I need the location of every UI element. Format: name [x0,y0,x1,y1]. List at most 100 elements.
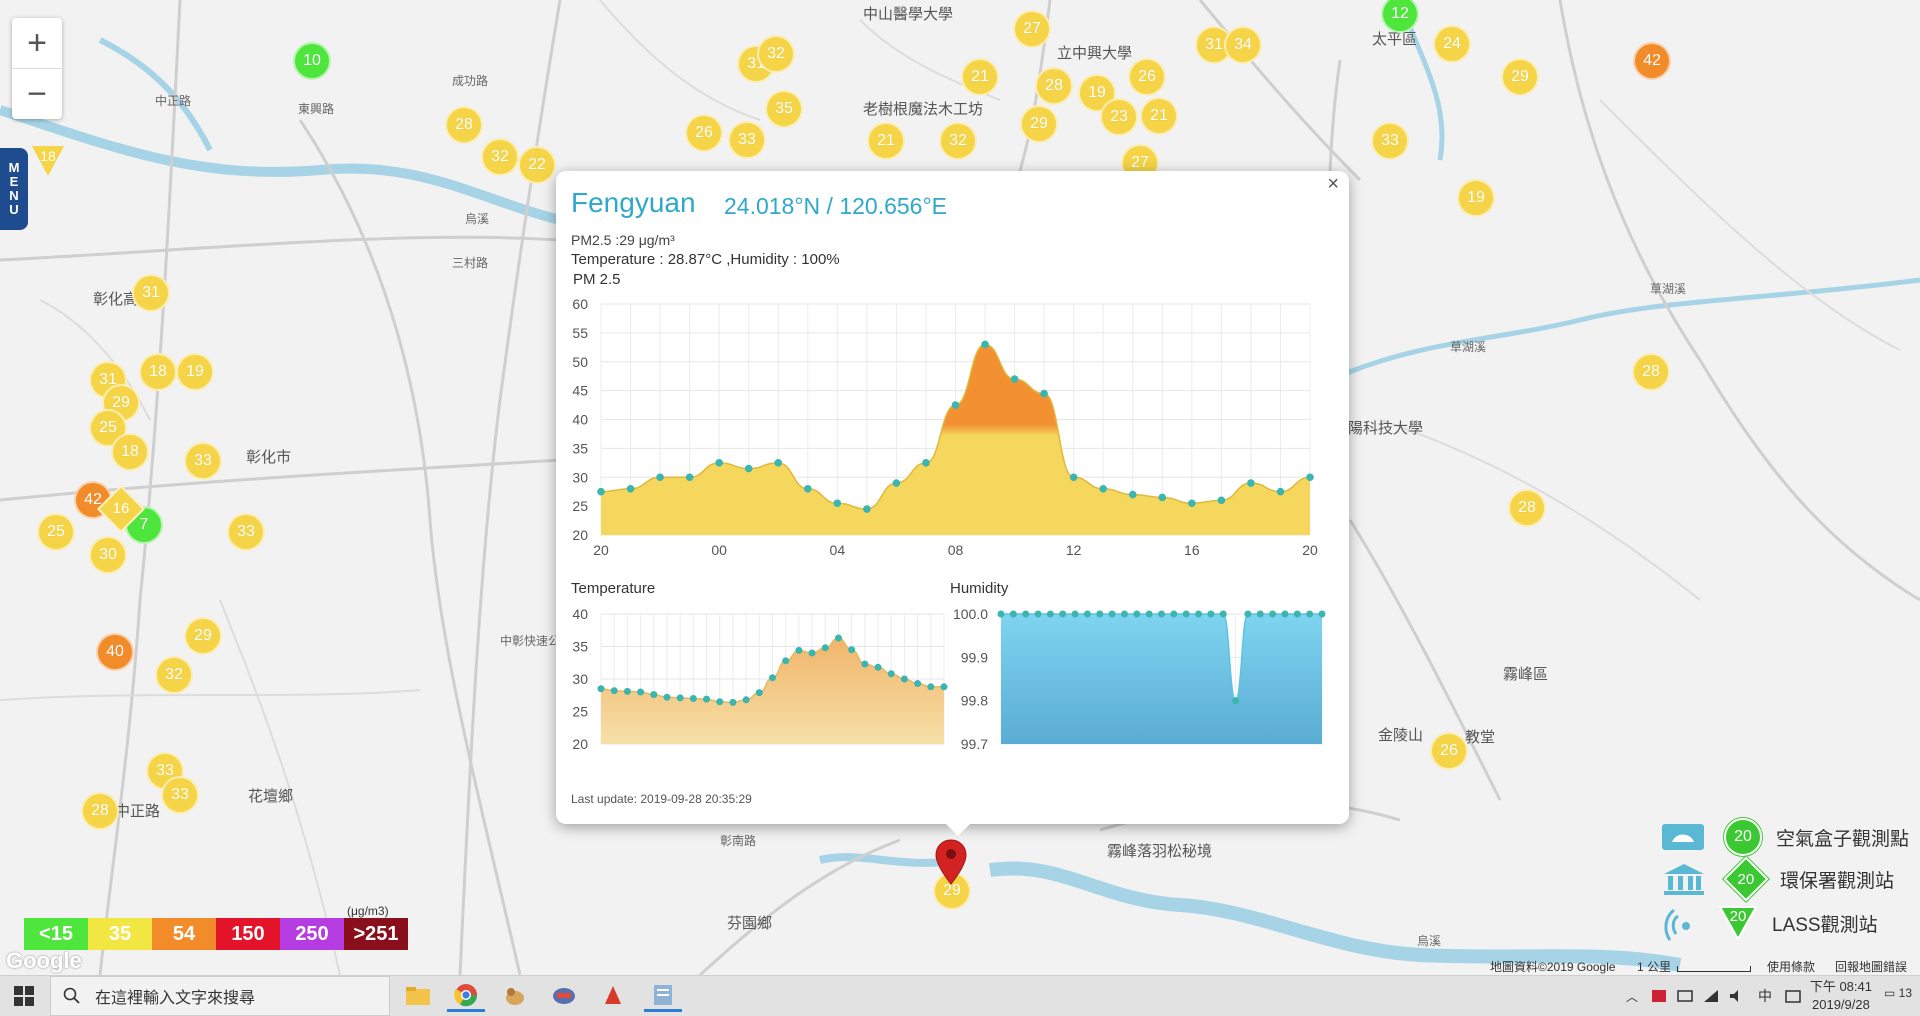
airbox-marker[interactable]: 33 [161,776,199,814]
data-point [1188,499,1196,508]
chevron-up-icon[interactable]: ︿ [1626,989,1639,1004]
station-info-popup: × Fengyuan 24.018°N / 120.656°E PM2.5 :2… [556,171,1349,824]
data-point [1120,610,1128,618]
menu-tab-button[interactable]: M E N U [0,148,28,230]
zoom-in-button[interactable]: + [12,18,62,69]
data-point [1108,610,1116,618]
map-road-label: 草湖溪 [1450,340,1487,354]
airbox-marker[interactable]: 31 [132,274,170,312]
airbox-marker[interactable]: 19 [176,353,214,391]
data-point [874,663,882,671]
airbox-marker[interactable]: 40 [96,633,134,671]
x-tick-label: 12 [1066,542,1082,558]
airbox-marker[interactable]: 26 [1128,58,1166,96]
airbox-marker[interactable]: 29 [184,617,222,655]
y-tick-label: 30 [572,469,588,485]
zoom-out-button[interactable]: − [27,74,47,113]
app-icon-document[interactable] [644,980,682,1012]
data-point [742,696,750,704]
data-point [1145,610,1153,618]
report-map-error-link[interactable]: 回報地圖錯誤 [1835,960,1908,974]
app-icon-drawing[interactable] [545,980,583,1012]
airbox-marker[interactable]: 42 [1633,42,1671,80]
map-place-label: 彰化市 [246,449,292,466]
airbox-marker[interactable]: 12 [1381,0,1419,33]
data-point [981,340,989,349]
lass-station-marker[interactable]: 18 [32,146,64,176]
airbox-marker[interactable]: 29 [1501,58,1539,96]
y-tick-label: 20 [572,736,588,752]
airbox-marker[interactable]: 27 [1013,10,1051,48]
airbox-marker[interactable]: 24 [1433,25,1471,63]
airbox-marker[interactable]: 32 [939,122,977,160]
app-icon-bird[interactable] [496,980,534,1012]
taskbar-search-box[interactable]: 在這裡輸入文字來搜尋 [50,976,390,1016]
pm25-chart-title: PM 2.5 [573,271,621,288]
airbox-marker[interactable]: 21 [1140,97,1178,135]
y-tick-label: 20 [572,527,588,543]
airbox-marker[interactable]: 26 [685,114,723,152]
popup-pointer [944,822,972,836]
system-clock[interactable]: 下午 08:41 2019/9/28 [1810,978,1872,1014]
map-road-label: 中正路 [155,94,192,108]
notification-button[interactable]: ▭ 13 [1884,986,1912,1000]
windows-start-button[interactable] [0,976,48,1016]
app-icon-sketchup[interactable] [594,980,632,1012]
airbox-marker[interactable]: 33 [184,442,222,480]
airbox-marker[interactable]: 21 [867,122,905,160]
series-line [1001,613,1322,702]
close-popup-button[interactable]: × [1327,173,1339,195]
clock-date: 2019/9/28 [1812,997,1870,1012]
data-point [656,473,664,482]
airbox-marker[interactable]: 23 [1100,98,1138,136]
data-point [940,683,948,691]
airbox-marker[interactable]: 18 [139,353,177,391]
shield-warning-icon[interactable] [1650,988,1668,1004]
keyboard-icon[interactable] [1784,988,1802,1004]
airbox-marker[interactable]: 35 [765,90,803,128]
taskbar-search-placeholder: 在這裡輸入文字來搜尋 [95,990,256,1007]
terms-link[interactable]: 使用條款 [1767,960,1816,974]
airbox-marker[interactable]: 33 [227,513,265,551]
map-road-label: 彰南路 [720,834,757,848]
volume-icon[interactable] [1728,988,1746,1004]
airbox-marker[interactable]: 28 [1508,489,1546,527]
ime-indicator[interactable]: 中 [1758,988,1773,1004]
airbox-marker[interactable]: 29 [1020,105,1058,143]
airbox-marker[interactable]: 25 [37,513,75,551]
airbox-marker[interactable]: 19 [1457,179,1495,217]
airbox-marker[interactable]: 33 [1371,122,1409,160]
file-explorer-icon[interactable] [399,980,437,1012]
map-road-label: 烏溪 [1417,934,1442,948]
windows-logo-icon [14,986,34,1006]
lass-legend-label: LASS觀測站 [1772,914,1878,936]
airbox-marker[interactable]: 32 [757,35,795,73]
airbox-marker[interactable]: 32 [155,656,193,694]
airbox-marker[interactable]: 28 [81,792,119,830]
data-point [744,464,753,473]
airbox-marker[interactable]: 28 [1632,353,1670,391]
airbox-marker[interactable]: 34 [1224,26,1262,64]
selected-location-pin-icon[interactable] [934,838,968,888]
airbox-marker[interactable]: 18 [111,433,149,471]
airbox-marker[interactable]: 22 [518,146,556,184]
data-point [1069,473,1078,482]
airbox-marker[interactable]: 30 [89,536,127,574]
x-tick-label: 04 [830,542,846,558]
airbox-marker[interactable]: 28 [445,106,483,144]
airbox-marker[interactable]: 10 [293,42,331,80]
airbox-marker[interactable]: 26 [1430,732,1468,770]
search-icon [63,987,80,1004]
data-point [1083,610,1091,618]
network-icon[interactable] [1702,988,1720,1004]
airbox-marker[interactable]: 28 [1035,67,1073,105]
airbox-marker[interactable]: 21 [961,58,999,96]
map-place-label: 花壇鄉 [248,788,294,805]
data-point [637,688,645,696]
map-place-label: 中正路 [115,803,161,820]
airbox-marker[interactable]: 33 [728,121,766,159]
chrome-icon[interactable] [447,980,485,1012]
monitor-icon[interactable] [1676,988,1694,1004]
airbox-marker[interactable]: 32 [481,138,519,176]
data-point [1217,496,1226,505]
